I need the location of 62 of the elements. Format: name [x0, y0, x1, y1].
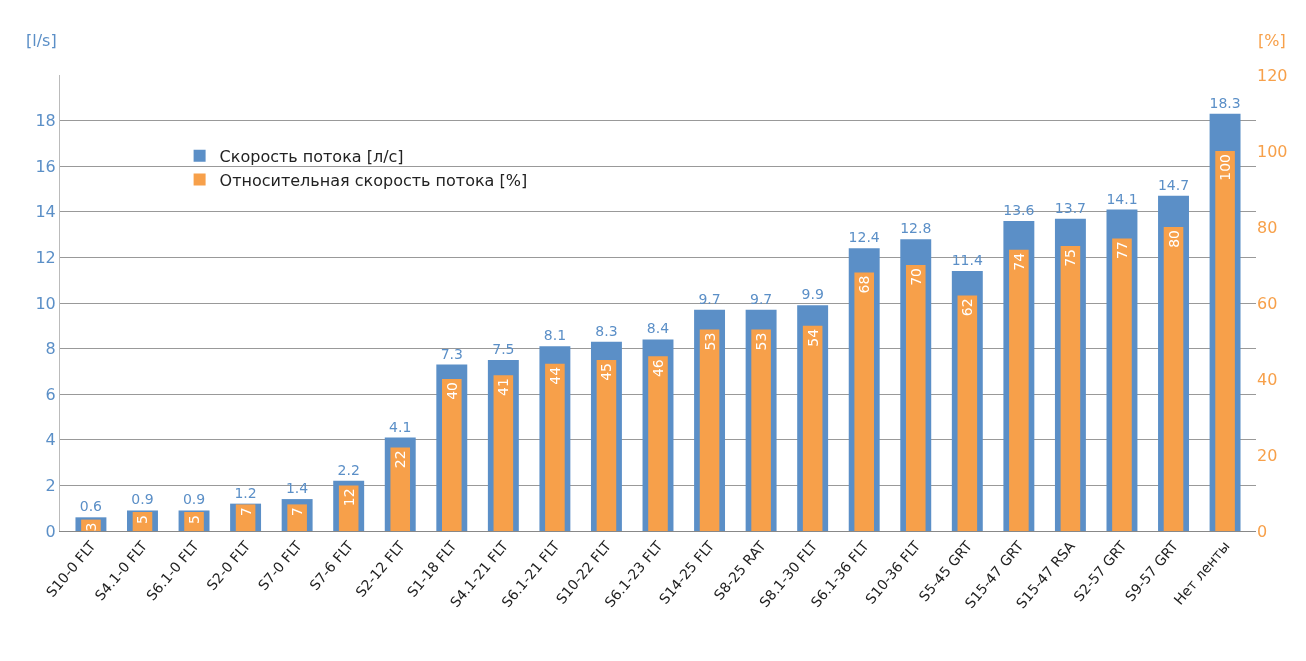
data-label: 0.9 [182, 491, 206, 508]
y-tick-label: 16 [35, 156, 56, 176]
y-tick-label: 14 [35, 202, 56, 222]
data-label: 70 [907, 268, 924, 286]
data-label: 14.1 [1106, 190, 1138, 207]
data-label: 9.7 [698, 290, 721, 307]
data-label: 62 [959, 298, 976, 317]
y-tick-label: 4 [45, 430, 56, 450]
y-tick-label: 2 [45, 476, 56, 495]
y-tick-label: 6 [45, 384, 56, 404]
y2-tick-label: 40 [1257, 369, 1278, 389]
data-label: 7 [237, 507, 254, 517]
data-label: 3 [82, 522, 99, 532]
data-label: 75 [1062, 249, 1079, 267]
y2-axis-title: [%] [1258, 31, 1286, 50]
data-label: 0.9 [131, 491, 154, 508]
data-label: 54 [804, 328, 821, 347]
data-label: 68 [856, 275, 873, 294]
data-label: 12 [340, 488, 357, 507]
data-label: 4.1 [389, 418, 412, 435]
data-label: 9.7 [749, 290, 773, 307]
data-label: 53 [701, 332, 718, 351]
data-label: 100 [1217, 154, 1234, 181]
data-label: 2.2 [337, 461, 360, 478]
data-label: 7 [289, 507, 306, 517]
data-label: 8.4 [646, 320, 670, 337]
y2-tick-label: 100 [1257, 141, 1288, 161]
data-label: 9.9 [801, 286, 824, 303]
data-label: 8.3 [595, 322, 618, 339]
data-label: 45 [598, 363, 615, 381]
y2-tick-label: 80 [1257, 217, 1278, 237]
data-label: 53 [753, 332, 770, 351]
data-label: 77 [1113, 241, 1130, 260]
y2-tick-label: 120 [1257, 65, 1288, 85]
y2-tick-label: 0 [1257, 521, 1268, 541]
data-label: 12.4 [848, 229, 880, 246]
data-label: 41 [495, 378, 512, 397]
data-label: 12.8 [900, 220, 932, 237]
data-label: 5 [186, 515, 203, 524]
data-label: 7.3 [440, 345, 463, 362]
data-label: 22 [392, 450, 409, 469]
data-label: 0.6 [79, 498, 103, 515]
data-label: 40 [443, 382, 460, 400]
legend-label: Относительная скорость потока [%] [219, 170, 528, 190]
y-axis-title: [l/s] [26, 31, 57, 50]
data-label: 5 [134, 515, 151, 524]
data-label: 44 [546, 366, 563, 385]
y-tick-label: 18 [35, 111, 56, 131]
y-tick-label: 8 [45, 339, 56, 359]
y-tick-label: 0 [45, 521, 56, 541]
data-label: 18.3 [1209, 94, 1241, 111]
data-label: 8.1 [543, 327, 567, 344]
y2-tick-label: 20 [1257, 445, 1278, 465]
y-tick-label: 10 [35, 293, 56, 313]
y2-tick-label: 60 [1257, 293, 1278, 313]
data-label: 14.7 [1157, 176, 1190, 193]
y-tick-label: 12 [35, 248, 56, 267]
data-label: 80 [1165, 230, 1182, 248]
data-label: 74 [1010, 252, 1027, 271]
legend-label: Скорость потока [л/с] [219, 146, 404, 166]
data-label: 46 [650, 359, 666, 378]
data-label: 1.2 [234, 484, 257, 501]
